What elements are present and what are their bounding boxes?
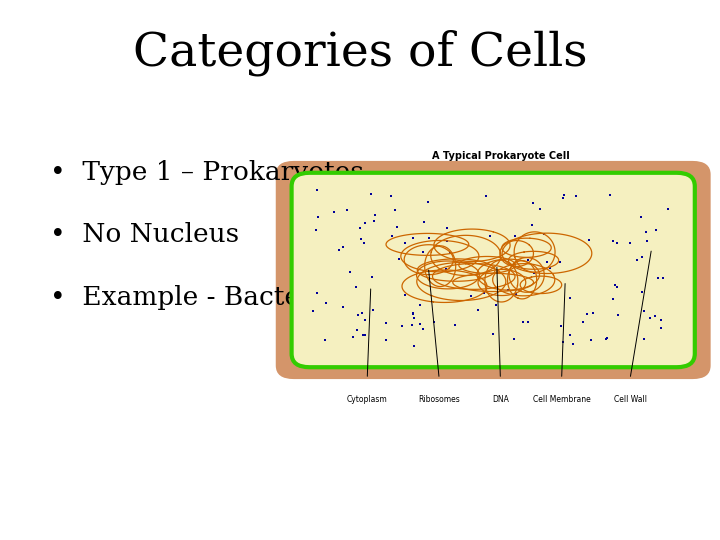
Text: •  Type 1 – Prokaryotes: • Type 1 – Prokaryotes [50, 160, 364, 185]
Text: Categories of Cells: Categories of Cells [132, 30, 588, 76]
Text: Cell Wall: Cell Wall [613, 395, 647, 404]
Text: Cytoplasm: Cytoplasm [347, 395, 387, 404]
Text: Cell Membrane: Cell Membrane [533, 395, 590, 404]
Text: Ribosomes: Ribosomes [418, 395, 460, 404]
Text: •  Example - Bacteria: • Example - Bacteria [50, 285, 337, 309]
Text: •  No Nucleus: • No Nucleus [50, 222, 240, 247]
Text: A Typical Prokaryote Cell: A Typical Prokaryote Cell [431, 151, 570, 161]
FancyBboxPatch shape [292, 173, 695, 367]
Text: DNA: DNA [492, 395, 509, 404]
FancyBboxPatch shape [276, 161, 711, 379]
